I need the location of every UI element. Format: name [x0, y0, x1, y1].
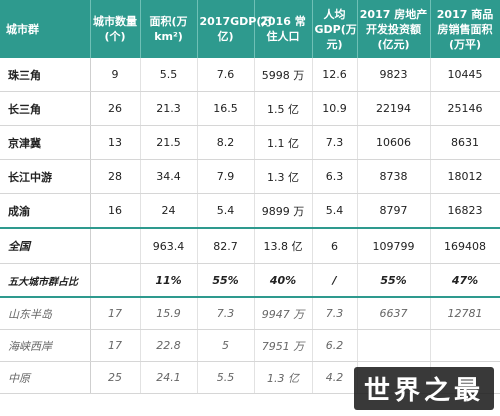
row-label: 中原: [0, 361, 91, 394]
row-label: 京津冀: [0, 125, 91, 160]
table-cell: 1.1 亿: [254, 125, 313, 160]
table-row: 海峡西岸 17 22.8 5 7951 万 6.2: [0, 329, 500, 362]
row-label: 五大城市群占比: [0, 263, 91, 298]
table-cell: 1.3 亿: [254, 159, 313, 194]
table-cell: 6.2: [312, 329, 358, 362]
table-cell: 9899 万: [254, 193, 313, 229]
table-cell: 21.3: [140, 91, 198, 126]
row-label: 长三角: [0, 91, 91, 126]
table-cell: 13.8 亿: [254, 228, 313, 264]
table-cell: 963.4: [140, 228, 198, 264]
table-cell: [430, 329, 500, 362]
table-cell: [90, 263, 141, 298]
table-cell: 109799: [357, 228, 431, 264]
table-cell: 7.3: [312, 297, 358, 330]
table-cell: 5: [197, 329, 255, 362]
table-cell: [90, 228, 141, 264]
header-cell: 城市数量(个): [90, 0, 141, 58]
watermark-logo: 世界之最: [353, 367, 494, 410]
table-cell: 40%: [254, 263, 313, 298]
table-row: 长三角 26 21.3 16.5 1.5 亿 10.9 22194 25146: [0, 91, 500, 126]
table-cell: 8738: [357, 159, 431, 194]
table-cell: 26: [90, 91, 141, 126]
table-cell: 28: [90, 159, 141, 194]
table-cell: 22.8: [140, 329, 198, 362]
table-cell: 8.2: [197, 125, 255, 160]
table-cell: 6: [312, 228, 358, 264]
table-cell: 25146: [430, 91, 500, 126]
table-cell: 21.5: [140, 125, 198, 160]
row-label: 海峡西岸: [0, 329, 91, 362]
table-cell: 47%: [430, 263, 500, 298]
table-cell: 24: [140, 193, 198, 229]
row-label: 长江中游: [0, 159, 91, 194]
table-cell: 55%: [197, 263, 255, 298]
table-row: 珠三角 9 5.5 7.6 5998 万 12.6 9823 10445: [0, 58, 500, 92]
header-cell: 2017 商品房销售面积(万平): [430, 0, 500, 58]
table-cell: 13: [90, 125, 141, 160]
table-cell: 15.9: [140, 297, 198, 330]
header-cell: 人均GDP(万元): [312, 0, 358, 58]
row-label: 成渝: [0, 193, 91, 229]
total-row: 全国 963.4 82.7 13.8 亿 6 109799 169408: [0, 228, 500, 264]
ratio-row: 五大城市群占比 11% 55% 40% / 55% 47%: [0, 263, 500, 298]
header-cell: 城市群: [0, 0, 91, 58]
table-cell: 7.6: [197, 58, 255, 92]
table-cell: 10606: [357, 125, 431, 160]
table-cell: 24.1: [140, 361, 198, 394]
header-cell: 2016 常住人口: [254, 0, 313, 58]
table-cell: 10445: [430, 58, 500, 92]
city-cluster-table: 城市群 城市数量(个) 面积(万 km²) 2017GDP(万亿) 2016 常…: [0, 0, 500, 394]
table-cell: 6.3: [312, 159, 358, 194]
table-cell: 22194: [357, 91, 431, 126]
table-cell: 5.4: [197, 193, 255, 229]
table-cell: 8631: [430, 125, 500, 160]
table-cell: 7.3: [197, 297, 255, 330]
header-cell: 面积(万 km²): [140, 0, 198, 58]
header-row: 城市群 城市数量(个) 面积(万 km²) 2017GDP(万亿) 2016 常…: [0, 0, 500, 58]
table-cell: 169408: [430, 228, 500, 264]
table-cell: 82.7: [197, 228, 255, 264]
table-cell: 16: [90, 193, 141, 229]
table-cell: 8797: [357, 193, 431, 229]
row-label: 全国: [0, 228, 91, 264]
table-row: 京津冀 13 21.5 8.2 1.1 亿 7.3 10606 8631: [0, 125, 500, 160]
table-cell: 5998 万: [254, 58, 313, 92]
table-cell: 10.9: [312, 91, 358, 126]
table-cell: 4.2: [312, 361, 358, 394]
table-cell: 7951 万: [254, 329, 313, 362]
table-cell: 6637: [357, 297, 431, 330]
table-cell: 16823: [430, 193, 500, 229]
header-cell: 2017 房地产开发投资额(亿元): [357, 0, 431, 58]
table-cell: 18012: [430, 159, 500, 194]
table-cell: 55%: [357, 263, 431, 298]
table-cell: 16.5: [197, 91, 255, 126]
table-cell: /: [312, 263, 358, 298]
table-cell: 1.3 亿: [254, 361, 313, 394]
table-cell: 12.6: [312, 58, 358, 92]
table-cell: 34.4: [140, 159, 198, 194]
table-cell: 9823: [357, 58, 431, 92]
table-cell: 7.9: [197, 159, 255, 194]
table-cell: 11%: [140, 263, 198, 298]
table-row: 山东半岛 17 15.9 7.3 9947 万 7.3 6637 12781: [0, 297, 500, 330]
row-label: 珠三角: [0, 58, 91, 92]
table-cell: 7.3: [312, 125, 358, 160]
table-row: 长江中游 28 34.4 7.9 1.3 亿 6.3 8738 18012: [0, 159, 500, 194]
row-label: 山东半岛: [0, 297, 91, 330]
table-cell: 5.4: [312, 193, 358, 229]
table-cell: 17: [90, 297, 141, 330]
table-cell: [357, 329, 431, 362]
table-cell: 9947 万: [254, 297, 313, 330]
header-cell: 2017GDP(万亿): [197, 0, 272, 58]
table-cell: 17: [90, 329, 141, 362]
table-cell: 5.5: [197, 361, 255, 394]
table-row: 成渝 16 24 5.4 9899 万 5.4 8797 16823: [0, 193, 500, 229]
table-cell: 12781: [430, 297, 500, 330]
table-cell: 9: [90, 58, 141, 92]
table-cell: 25: [90, 361, 141, 394]
table-cell: 1.5 亿: [254, 91, 313, 126]
table-cell: 5.5: [140, 58, 198, 92]
